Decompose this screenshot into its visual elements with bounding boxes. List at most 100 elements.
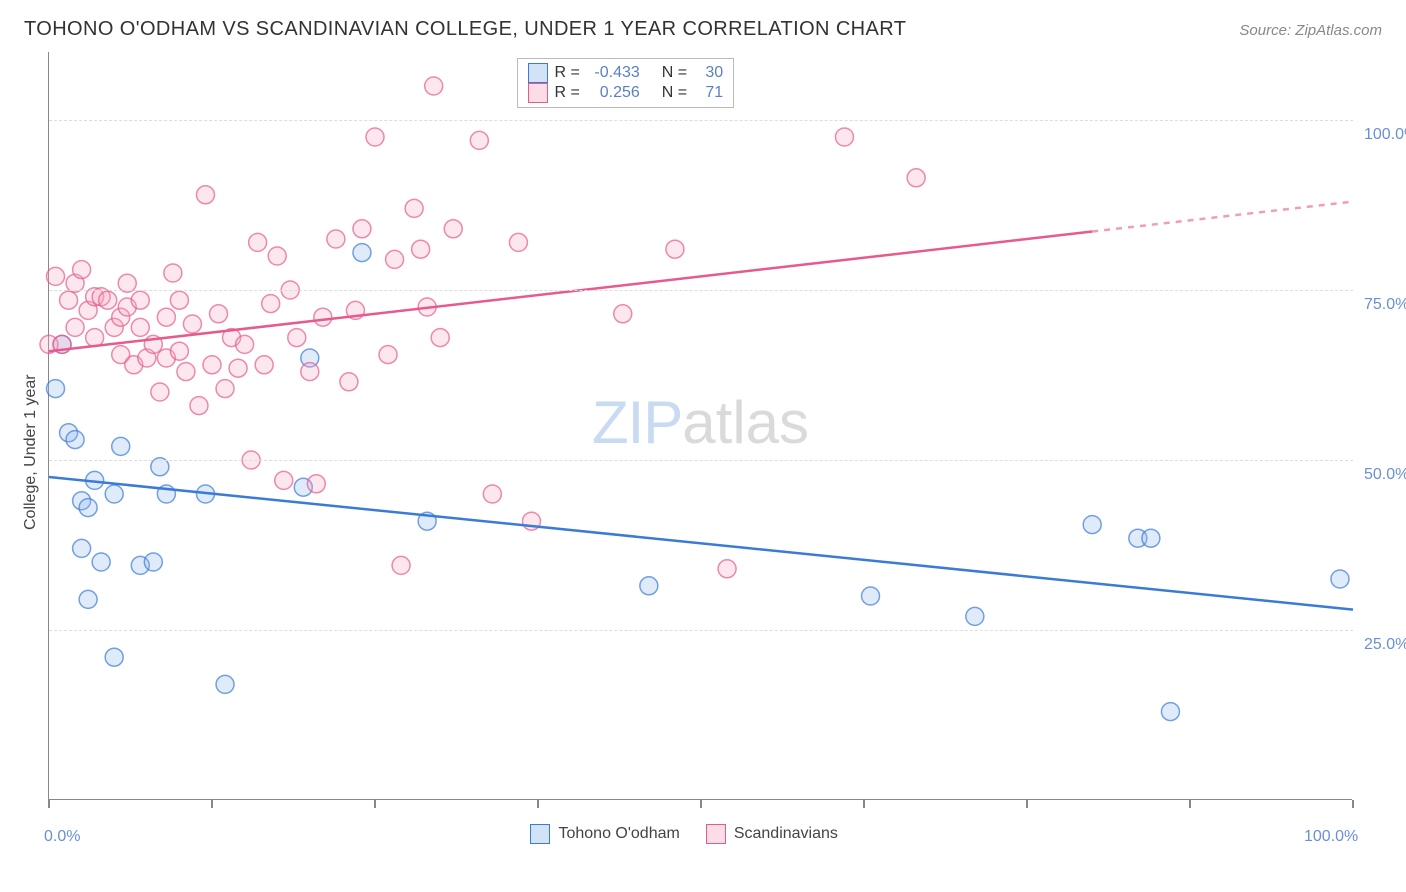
scatter-point xyxy=(1161,703,1179,721)
scatter-point xyxy=(86,329,104,347)
x-tick xyxy=(863,800,865,808)
scatter-point xyxy=(73,539,91,557)
legend-n-label: N = xyxy=(662,84,687,102)
legend-n-value: 30 xyxy=(693,64,723,82)
scatter-point xyxy=(1083,516,1101,534)
legend-swatch xyxy=(706,824,726,844)
scatter-point xyxy=(157,308,175,326)
y-tick-label: 100.0% xyxy=(1364,126,1406,144)
x-tick xyxy=(211,800,213,808)
scatter-point xyxy=(301,363,319,381)
scatter-point xyxy=(509,233,527,251)
x-tick xyxy=(48,800,50,808)
scatter-point xyxy=(196,186,214,204)
scatter-point xyxy=(275,471,293,489)
y-tick-label: 75.0% xyxy=(1364,296,1406,314)
scatter-point xyxy=(353,220,371,238)
scatter-point xyxy=(268,247,286,265)
legend-n-value: 71 xyxy=(693,84,723,102)
scatter-point xyxy=(151,383,169,401)
scatter-point xyxy=(862,587,880,605)
scatter-point xyxy=(66,431,84,449)
chart-container: TOHONO O'ODHAM VS SCANDINAVIAN COLLEGE, … xyxy=(0,0,1406,892)
x-tick xyxy=(537,800,539,808)
gridline xyxy=(49,630,1353,631)
scatter-point xyxy=(170,342,188,360)
scatter-point xyxy=(392,556,410,574)
scatter-point xyxy=(92,553,110,571)
scatter-point xyxy=(144,553,162,571)
scatter-point xyxy=(99,291,117,309)
scatter-point xyxy=(327,230,345,248)
scatter-point xyxy=(216,675,234,693)
scatter-point xyxy=(60,291,78,309)
scatter-point xyxy=(1142,529,1160,547)
legend-series: Tohono O'odham Scandinavians xyxy=(530,824,837,844)
trend-line xyxy=(49,232,1092,352)
scatter-point xyxy=(105,485,123,503)
x-tick-label: 0.0% xyxy=(44,828,80,846)
legend-swatch xyxy=(528,83,548,103)
scatter-point xyxy=(907,169,925,187)
scatter-point xyxy=(307,475,325,493)
scatter-point xyxy=(177,363,195,381)
scatter-point xyxy=(229,359,247,377)
x-tick xyxy=(1189,800,1191,808)
scatter-point xyxy=(131,318,149,336)
scatter-point xyxy=(66,318,84,336)
legend-r-label: R = xyxy=(554,84,579,102)
legend-r-value: -0.433 xyxy=(586,64,640,82)
scatter-point xyxy=(79,590,97,608)
y-axis-title: College, Under 1 year xyxy=(22,374,40,530)
source-prefix: Source: xyxy=(1239,22,1295,39)
scatter-point xyxy=(203,356,221,374)
trend-line-extrapolated xyxy=(1092,202,1353,232)
scatter-point xyxy=(379,346,397,364)
scatter-point xyxy=(425,77,443,95)
legend-r-label: R = xyxy=(554,64,579,82)
legend-series-label: Scandinavians xyxy=(734,825,838,843)
scatter-point xyxy=(1331,570,1349,588)
legend-correlation-box: R = -0.433 N = 30 R = 0.256 N = 71 xyxy=(517,58,734,108)
scatter-point xyxy=(112,437,130,455)
source-attribution: Source: ZipAtlas.com xyxy=(1239,22,1382,39)
legend-n-label: N = xyxy=(662,64,687,82)
y-tick-label: 50.0% xyxy=(1364,466,1406,484)
x-tick-label: 100.0% xyxy=(1304,828,1358,846)
legend-correlation-row: R = -0.433 N = 30 xyxy=(528,63,723,83)
source-name: ZipAtlas.com xyxy=(1295,22,1382,39)
scatter-point xyxy=(640,577,658,595)
scatter-point xyxy=(412,240,430,258)
scatter-point xyxy=(405,199,423,217)
scatter-point xyxy=(614,305,632,323)
y-tick-label: 25.0% xyxy=(1364,636,1406,654)
legend-swatch xyxy=(528,63,548,83)
scatter-point xyxy=(431,329,449,347)
scatter-point xyxy=(190,397,208,415)
scatter-point xyxy=(470,131,488,149)
scatter-point xyxy=(353,244,371,262)
scatter-plot-svg xyxy=(49,52,1353,800)
scatter-point xyxy=(366,128,384,146)
legend-r-value: 0.256 xyxy=(586,84,640,102)
gridline xyxy=(49,290,1353,291)
gridline xyxy=(49,460,1353,461)
scatter-point xyxy=(210,305,228,323)
scatter-point xyxy=(131,291,149,309)
x-tick xyxy=(374,800,376,808)
scatter-point xyxy=(183,315,201,333)
scatter-point xyxy=(105,648,123,666)
scatter-point xyxy=(170,291,188,309)
chart-title: TOHONO O'ODHAM VS SCANDINAVIAN COLLEGE, … xyxy=(24,18,906,41)
scatter-point xyxy=(340,373,358,391)
legend-swatch xyxy=(530,824,550,844)
scatter-point xyxy=(444,220,462,238)
scatter-point xyxy=(966,607,984,625)
scatter-point xyxy=(288,329,306,347)
x-tick xyxy=(700,800,702,808)
scatter-point xyxy=(79,499,97,517)
scatter-point xyxy=(835,128,853,146)
scatter-point xyxy=(216,380,234,398)
legend-series-label: Tohono O'odham xyxy=(558,825,679,843)
scatter-point xyxy=(666,240,684,258)
